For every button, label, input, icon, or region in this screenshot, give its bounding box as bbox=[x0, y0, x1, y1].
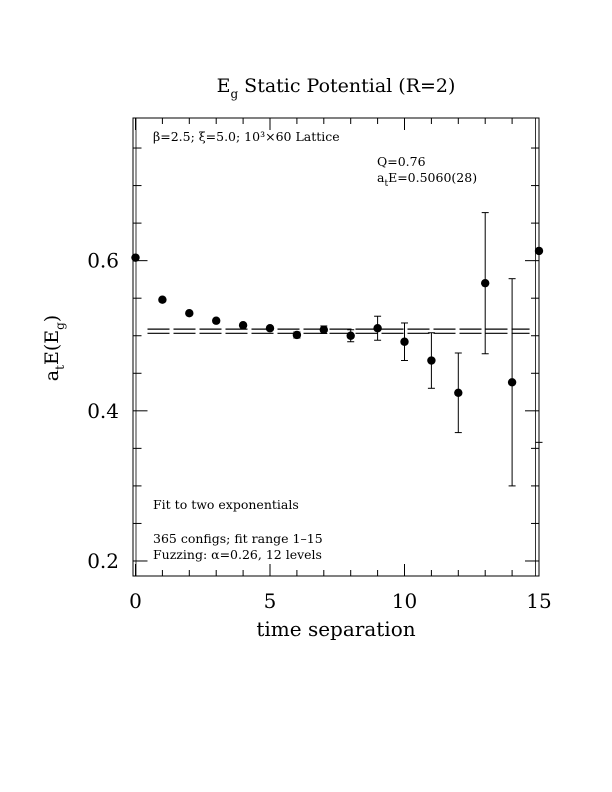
q-annotation: Q=0.76 bbox=[377, 154, 426, 169]
fuzzing-annotation: Fuzzing: α=0.26, 12 levels bbox=[153, 547, 322, 562]
data-point bbox=[293, 331, 301, 339]
x-tick-label: 15 bbox=[526, 589, 551, 613]
data-point bbox=[239, 321, 247, 329]
data-point bbox=[266, 324, 274, 332]
data-point bbox=[212, 317, 220, 325]
data-point bbox=[185, 309, 193, 317]
data-point bbox=[481, 279, 489, 287]
data-point bbox=[535, 247, 543, 255]
x-tick-label: 5 bbox=[264, 589, 277, 613]
x-axis-label: time separation bbox=[256, 617, 415, 641]
data-points bbox=[131, 118, 543, 486]
configs-annotation: 365 configs; fit range 1–15 bbox=[153, 531, 323, 546]
data-point bbox=[373, 324, 381, 332]
chart: Eg Static Potential (R=2) 0 5 10 15 0.2 0.4 0.… bbox=[0, 0, 612, 792]
lattice-annotation: β=2.5; ξ=5.0; 10³×60 Lattice bbox=[153, 129, 340, 144]
data-point bbox=[454, 389, 462, 397]
y-tick-label: 0.2 bbox=[87, 549, 119, 573]
data-point bbox=[508, 378, 516, 386]
y-tick-label: 0.6 bbox=[87, 249, 119, 273]
data-point bbox=[158, 295, 166, 303]
data-point bbox=[427, 356, 435, 364]
fit-band bbox=[148, 329, 530, 333]
energy-annotation: atE=0.5060(28) bbox=[377, 170, 477, 189]
data-point bbox=[400, 338, 408, 346]
x-tick-label: 0 bbox=[129, 589, 142, 613]
fit-annotation: Fit to two exponentials bbox=[153, 497, 299, 512]
x-tick-label: 10 bbox=[392, 589, 417, 613]
y-axis-label: atE(Eg) bbox=[41, 315, 67, 381]
data-point bbox=[131, 253, 139, 261]
data-point bbox=[347, 332, 355, 340]
y-tick-label: 0.4 bbox=[87, 399, 119, 423]
data-point bbox=[320, 326, 328, 334]
chart-title: Eg Static Potential (R=2) bbox=[217, 75, 456, 101]
